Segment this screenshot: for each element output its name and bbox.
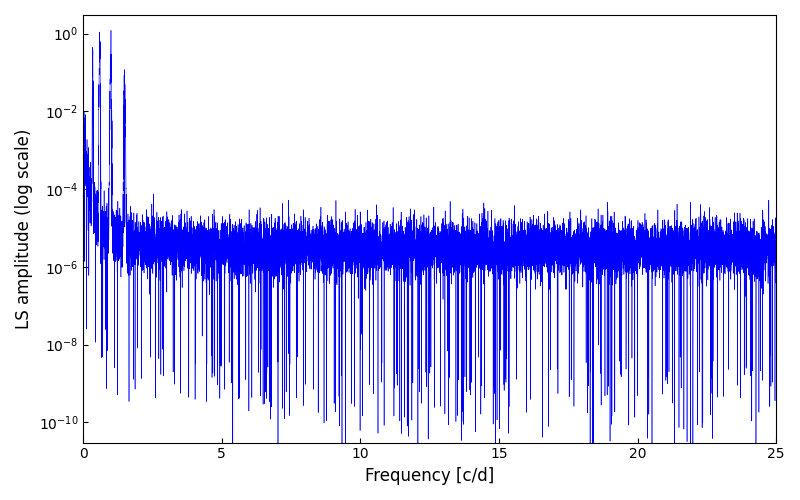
Y-axis label: LS amplitude (log scale): LS amplitude (log scale) xyxy=(15,128,33,329)
X-axis label: Frequency [c/d]: Frequency [c/d] xyxy=(365,467,494,485)
